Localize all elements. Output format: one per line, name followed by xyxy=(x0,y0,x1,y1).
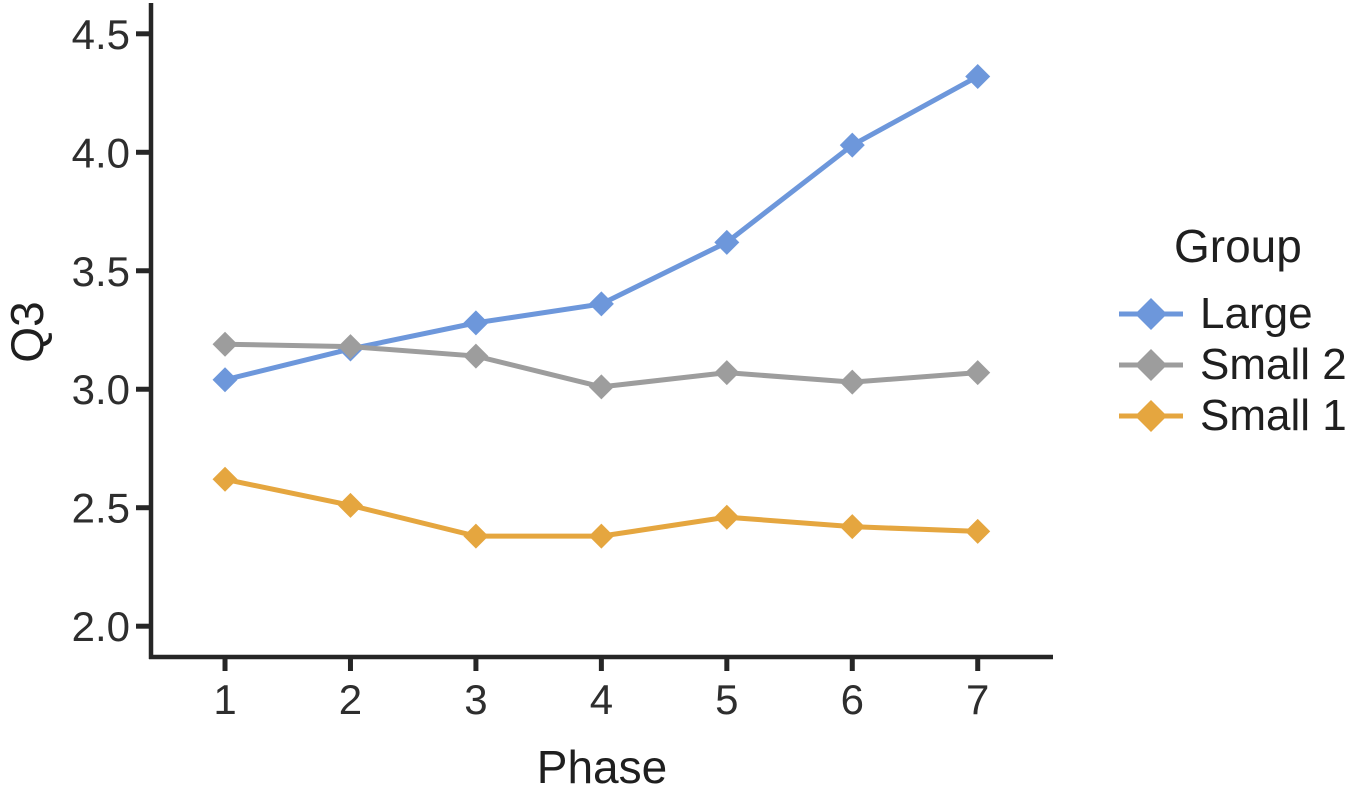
x-tick-label: 6 xyxy=(841,676,864,723)
x-tick-label: 4 xyxy=(590,676,613,723)
x-axis-title: Phase xyxy=(536,741,668,793)
data-point-large xyxy=(965,63,991,89)
legend-item-small-2: Small 2 xyxy=(1116,339,1347,390)
y-tick-label: 2.0 xyxy=(72,603,130,650)
data-point-small-2 xyxy=(965,360,991,386)
data-point-small-2 xyxy=(337,334,363,360)
y-tick-label: 2.5 xyxy=(72,485,130,532)
data-point-small-1 xyxy=(588,523,614,549)
data-point-large xyxy=(463,310,489,336)
x-tick-label: 2 xyxy=(339,676,362,723)
legend: Group Large Small 2 Small 1 xyxy=(1116,220,1347,441)
data-point-small-2 xyxy=(839,369,865,395)
legend-title: Group xyxy=(1174,220,1302,272)
x-tick-label: 7 xyxy=(966,676,989,723)
legend-item-large: Large xyxy=(1116,288,1347,339)
data-point-small-1 xyxy=(839,514,865,540)
data-point-small-2 xyxy=(212,331,238,357)
data-point-small-2 xyxy=(463,343,489,369)
data-point-small-1 xyxy=(965,518,991,544)
series-line-large xyxy=(224,74,979,383)
legend-item-small-1: Small 1 xyxy=(1116,390,1347,441)
data-point-small-1 xyxy=(714,504,740,530)
y-tick-label: 3.0 xyxy=(72,366,130,413)
x-tick-label: 5 xyxy=(715,676,738,723)
diamond-marker-icon xyxy=(1135,297,1167,330)
x-tick-label: 3 xyxy=(464,676,487,723)
data-point-small-2 xyxy=(714,360,740,386)
legend-key-small-1-icon xyxy=(1119,399,1183,432)
x-tick-label: 1 xyxy=(213,676,236,723)
legend-items: Large Small 2 Small 1 xyxy=(1116,288,1347,441)
diamond-marker-icon xyxy=(1135,399,1167,432)
y-tick-label: 4.5 xyxy=(72,11,130,58)
data-point-small-1 xyxy=(463,523,489,549)
data-point-small-1 xyxy=(212,466,238,492)
y-axis-title: Q3 xyxy=(1,301,53,363)
y-tick-label: 4.0 xyxy=(72,129,130,176)
data-point-large xyxy=(714,229,740,255)
y-tick-label: 3.5 xyxy=(72,248,130,295)
data-point-small-1 xyxy=(337,492,363,518)
data-point-large xyxy=(588,291,614,317)
legend-key-large-icon xyxy=(1119,297,1183,330)
legend-key-small-2-icon xyxy=(1119,348,1183,381)
legend-label: Small 1 xyxy=(1200,390,1347,440)
data-point-large xyxy=(212,367,238,393)
data-point-large xyxy=(839,132,865,158)
legend-label: Small 2 xyxy=(1200,339,1347,389)
legend-label: Large xyxy=(1200,288,1313,338)
diamond-marker-icon xyxy=(1135,348,1167,381)
data-point-small-2 xyxy=(588,374,614,400)
